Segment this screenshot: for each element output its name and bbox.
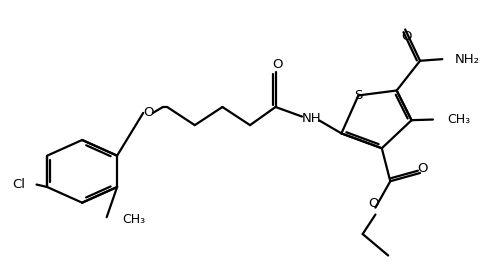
Text: O: O <box>272 58 283 71</box>
Text: O: O <box>401 30 411 43</box>
Text: CH₃: CH₃ <box>122 213 145 226</box>
Text: O: O <box>143 106 153 120</box>
Text: CH₃: CH₃ <box>447 113 470 126</box>
Text: O: O <box>368 197 379 210</box>
Text: Cl: Cl <box>12 178 25 191</box>
Text: NH: NH <box>302 112 321 125</box>
Text: S: S <box>354 89 363 102</box>
Text: NH₂: NH₂ <box>455 53 480 66</box>
Text: O: O <box>418 162 428 175</box>
